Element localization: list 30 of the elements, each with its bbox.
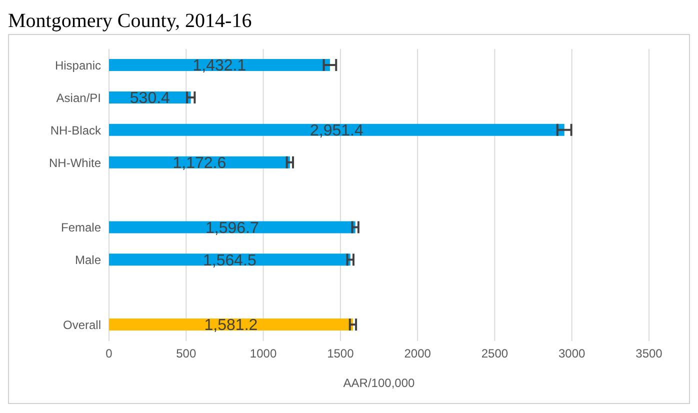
y-tick-label: Female [60,220,102,235]
x-tick-label: 1500 [327,346,354,361]
bar [109,254,350,266]
data-label: 1,432.1 [192,58,246,75]
bar [109,59,330,71]
x-axis-title: AAR/100,000 [343,376,416,390]
chart-title: Montgomery County, 2014-16 [8,9,253,34]
y-tick-label: Hispanic [54,58,101,72]
bar [109,156,290,168]
x-tick-label: 3000 [558,346,586,361]
y-tick-label: NH-White [48,156,102,170]
y-tick-label: Male [74,253,102,268]
x-tick-label: 2000 [404,346,432,361]
data-label: 1,596.7 [205,220,259,237]
y-tick-label: Asian/PI [56,90,101,105]
data-label: 1,581.2 [204,317,258,334]
y-tick-label: NH-Black [50,123,102,138]
data-label: 1,564.5 [202,252,256,270]
x-tick-label: 0 [106,346,113,361]
x-tick-label: 1000 [250,346,277,361]
y-tick-label: Overall [62,318,101,332]
bar [109,124,564,136]
x-tick-label: 500 [176,346,196,361]
bar [109,318,353,331]
data-label: 530.4 [130,90,170,108]
data-label: 1,172.6 [172,155,226,172]
x-tick-label: 2500 [481,346,508,361]
x-tick-label: 3500 [636,346,663,361]
bar [109,221,356,234]
data-label: 2,951.4 [310,122,364,140]
